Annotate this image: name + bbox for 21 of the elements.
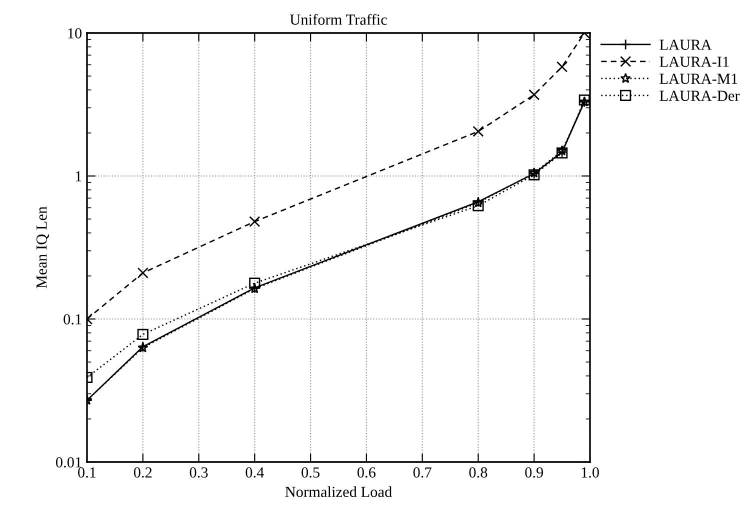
legend-label: LAURA-M1 xyxy=(660,74,738,84)
x-tick-label: 0.4 xyxy=(246,467,264,478)
y-tick-label: 0.01 xyxy=(56,457,82,468)
legend-label: LAURA-I1 xyxy=(660,56,729,67)
x-tick-label: 0.1 xyxy=(78,467,96,478)
x-tick-label: 0.6 xyxy=(357,467,376,478)
y-tick-label: 10 xyxy=(68,28,82,38)
y-tick-label: 1 xyxy=(76,171,82,182)
x-tick-label: 0.9 xyxy=(525,467,544,478)
x-tick-label: 0.5 xyxy=(302,467,320,478)
chart-title: Uniform Traffic xyxy=(290,14,387,25)
y-tick-label: 0.1 xyxy=(64,314,82,325)
x-tick-label: 0.7 xyxy=(413,467,432,478)
legend-label: LAURA-Der xyxy=(660,90,740,101)
x-tick-label: 0.8 xyxy=(469,467,488,478)
x-axis-title: Normalized Load xyxy=(285,486,392,498)
x-tick-label: 0.3 xyxy=(190,467,208,478)
x-tick-label: 0.2 xyxy=(134,467,152,478)
legend-label: LAURA xyxy=(660,40,712,50)
y-axis-title: Mean IQ Len xyxy=(36,206,50,288)
x-tick-label: 1.0 xyxy=(582,467,599,478)
